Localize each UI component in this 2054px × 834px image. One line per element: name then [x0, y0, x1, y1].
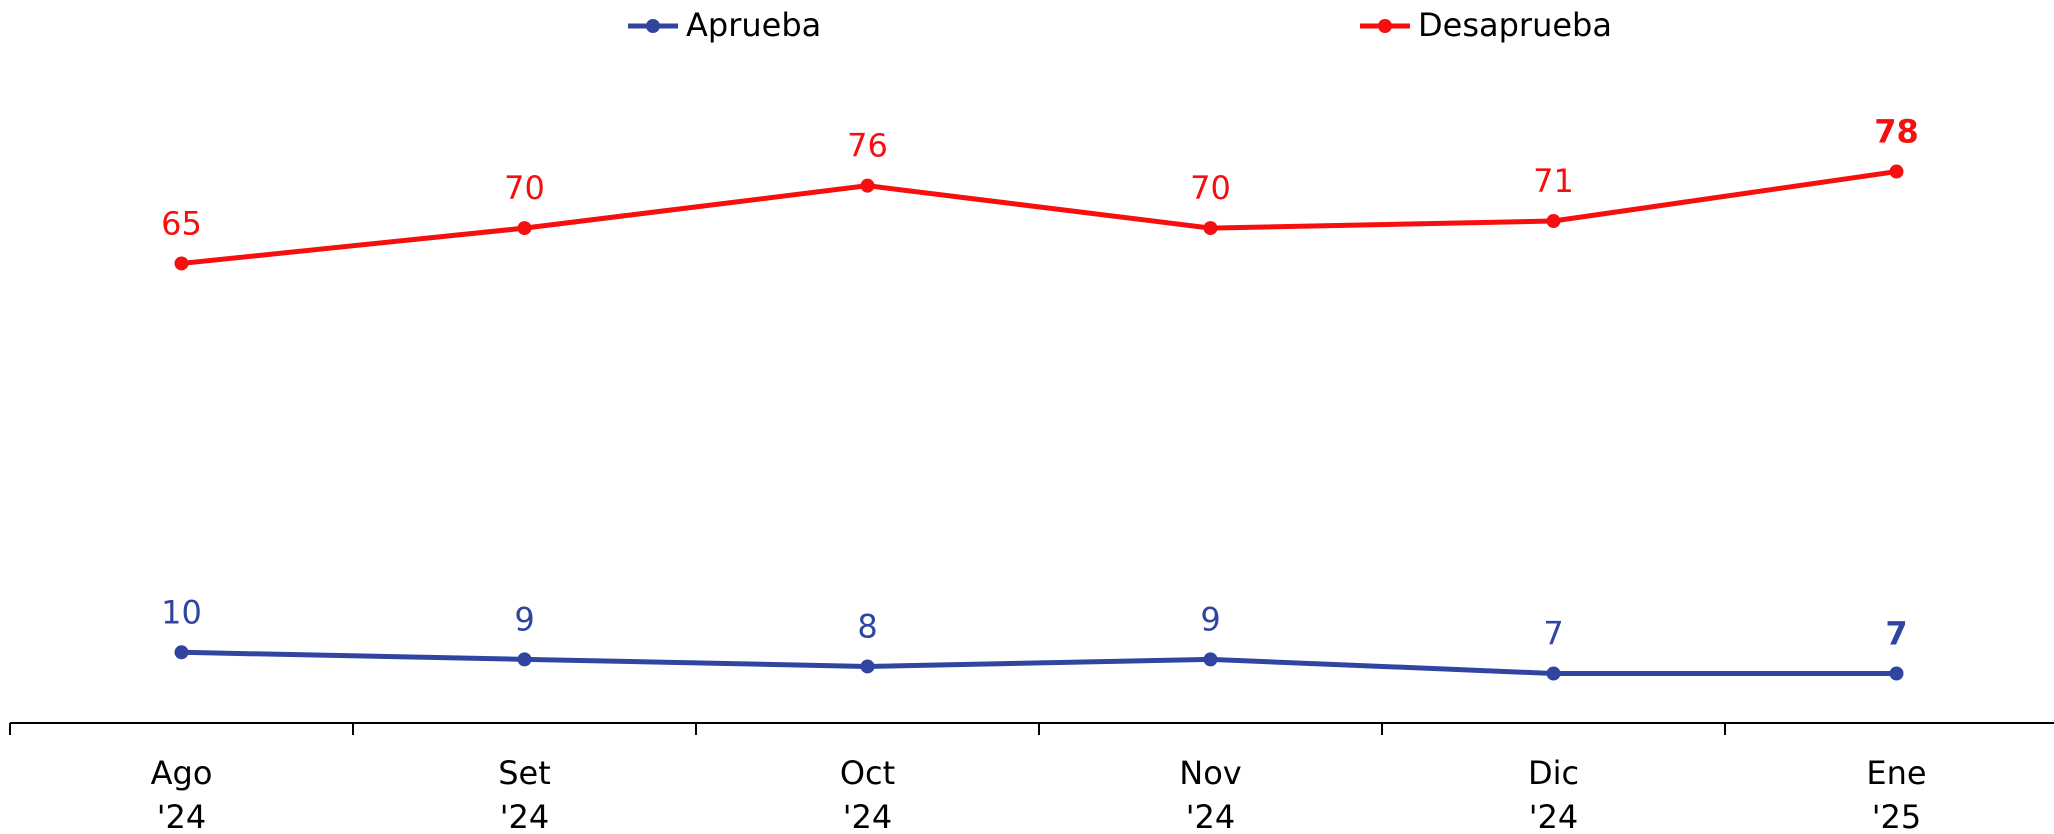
data-label: 9 [1200, 600, 1220, 638]
point [860, 659, 875, 674]
data-label: 78 [1874, 113, 1919, 151]
data-label: 8 [857, 607, 877, 645]
point [1889, 164, 1904, 179]
point [860, 178, 875, 193]
point [1546, 214, 1561, 229]
data-label: 7 [1543, 615, 1563, 653]
legend-label: Aprueba [686, 6, 821, 44]
x-tick-label: Set '24 [498, 754, 551, 834]
data-label: 76 [847, 127, 888, 165]
data-label: 65 [161, 204, 202, 242]
line [181, 169, 1897, 266]
x-tick-label: Ene '25 [1866, 754, 1926, 834]
x-tick-label: Ago '24 [151, 754, 213, 834]
point [1203, 221, 1218, 236]
legend-marker [1378, 19, 1392, 33]
point [1889, 666, 1904, 681]
point [517, 652, 532, 667]
point [174, 645, 189, 660]
data-label: 71 [1533, 162, 1574, 200]
line [181, 649, 1897, 677]
point [517, 221, 532, 236]
x-tick-label: Nov '24 [1179, 754, 1241, 834]
point [1546, 666, 1561, 681]
x-tick-label: Dic '24 [1528, 754, 1579, 834]
data-label: 7 [1885, 615, 1907, 653]
data-label: 70 [504, 169, 545, 207]
data-label: 9 [514, 600, 534, 638]
data-label: 70 [1190, 169, 1231, 207]
point [1203, 652, 1218, 667]
legend-label: Desaprueba [1418, 6, 1612, 44]
x-tick-label: Oct '24 [840, 754, 895, 834]
legend-marker [646, 19, 660, 33]
point [174, 256, 189, 271]
data-label: 10 [161, 593, 202, 631]
